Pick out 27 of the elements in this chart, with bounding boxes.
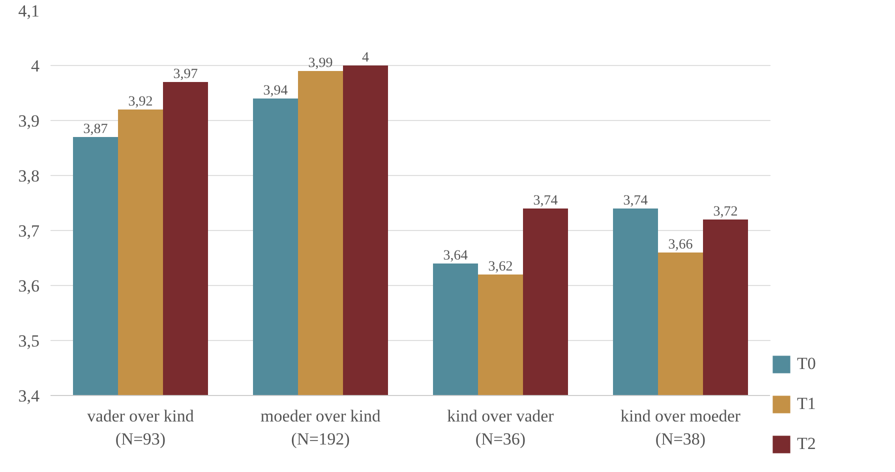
y-tick-label: 3,8: [18, 166, 40, 186]
data-label: 3,87: [83, 122, 108, 137]
y-tick-label: 3,7: [18, 222, 40, 240]
y-tick-label: 3,4: [18, 386, 40, 406]
y-tick-label: 4,1: [18, 2, 40, 20]
data-label: 3,92: [128, 94, 153, 110]
data-label: 3,99: [308, 56, 333, 71]
data-label: 3,62: [488, 260, 513, 274]
data-label: 3,97: [173, 67, 198, 82]
data-label: 4: [362, 50, 369, 66]
data-label: 3,94: [263, 84, 288, 98]
x-tick-label: kind over vader (N=36): [447, 406, 554, 448]
x-tick-label: vader over kind (N=93): [87, 406, 194, 448]
legend-label: T2: [797, 434, 817, 454]
x-tick-label: moeder over kind (N=192): [260, 406, 381, 448]
data-label: 3,64: [443, 248, 468, 264]
y-tick-label: 3,9: [18, 112, 40, 130]
data-label: 3,66: [668, 238, 693, 252]
data-label: 3,72: [713, 204, 738, 220]
y-tick-label: 4: [31, 56, 40, 76]
legend-label: T1: [797, 394, 817, 414]
x-tick-label: kind over moeder (N=38): [620, 406, 741, 448]
data-label: 3,74: [623, 194, 648, 208]
data-label: 3,74: [533, 194, 558, 208]
legend-label: T0: [797, 354, 817, 374]
y-tick-label: 3,6: [18, 276, 40, 296]
y-tick-label: 3,5: [18, 332, 40, 350]
